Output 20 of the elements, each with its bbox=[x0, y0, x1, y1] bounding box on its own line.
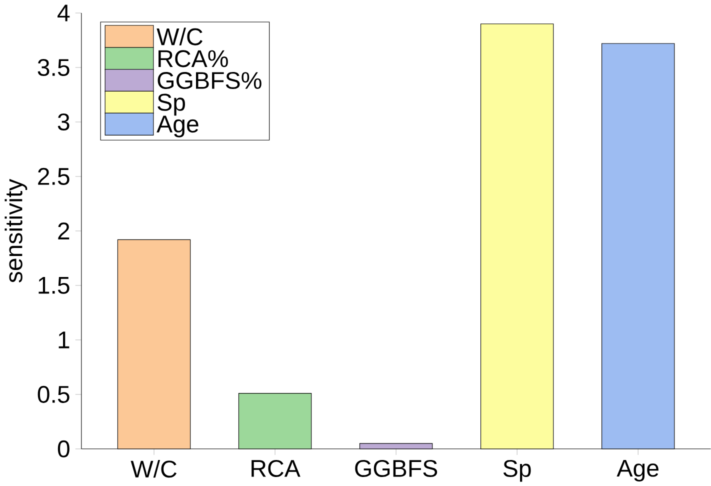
y-tick-label: 1.5 bbox=[38, 276, 70, 294]
y-tick-label: 0.5 bbox=[38, 386, 70, 403]
y-tick-label: 4 bbox=[58, 4, 70, 22]
y-tick-label: 0 bbox=[58, 440, 70, 458]
x-tick-label: Age bbox=[616, 460, 658, 482]
y-tick-label: 1 bbox=[58, 331, 70, 348]
legend-label: RCA% bbox=[158, 50, 228, 67]
x-tick-label: Sp bbox=[503, 460, 531, 482]
x-tick-label: GGBFS bbox=[355, 460, 438, 477]
y-tick-label: 2.5 bbox=[38, 168, 70, 185]
legend-label: W/C bbox=[156, 27, 202, 46]
x-tick-label: W/C bbox=[130, 460, 177, 478]
legend-label: GGBFS% bbox=[158, 72, 262, 89]
x-tick-label: RCA bbox=[252, 460, 300, 477]
y-axis-title: sensitivity bbox=[4, 178, 28, 282]
y-tick-label: 3.5 bbox=[38, 58, 70, 76]
y-tick-label: 2 bbox=[58, 222, 70, 240]
legend-label: Age bbox=[156, 116, 198, 138]
y-tick-label: 3 bbox=[58, 113, 70, 130]
legend-label: Sp bbox=[158, 94, 185, 116]
